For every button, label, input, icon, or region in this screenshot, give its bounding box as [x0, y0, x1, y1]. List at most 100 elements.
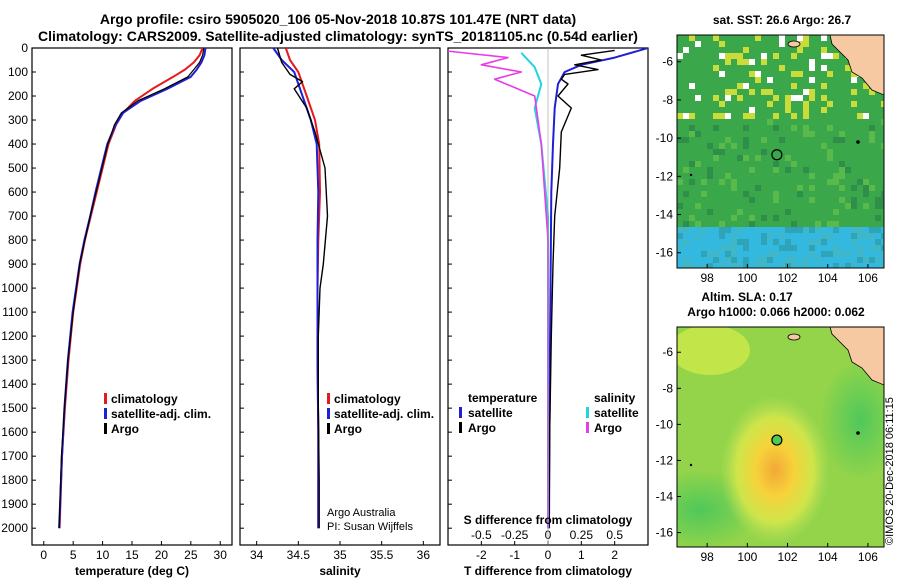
map-x-tick-label: 102: [778, 550, 798, 564]
sst-cell: [857, 179, 863, 185]
sst-cell: [791, 161, 797, 167]
sst-cell: [863, 227, 869, 233]
sst-cell: [755, 233, 761, 239]
salinity-legend: climatology satellite-adj. clim. Argo: [327, 392, 434, 436]
depth-tick-label: 800: [8, 233, 28, 247]
sst-cell: [797, 95, 803, 101]
sst-cell: [863, 263, 869, 268]
sst-cell: [707, 173, 713, 179]
sst-cell: [737, 95, 743, 101]
temperature-xlabel: temperature (deg C): [75, 564, 189, 578]
sst-cell: [875, 263, 881, 268]
depth-tick-label: 1600: [1, 425, 28, 439]
sst-cell: [749, 215, 755, 221]
sst-cell: [809, 197, 815, 203]
depth-tick-label: 600: [8, 185, 28, 199]
x-tick-label: 10: [96, 548, 110, 562]
sst-cell: [803, 245, 809, 251]
x-tick-label: 36: [417, 548, 431, 562]
sst-cell: [869, 251, 875, 257]
sst-cell: [743, 59, 749, 65]
sst-cell: [839, 239, 845, 245]
sst-cell: [719, 149, 725, 155]
sst-cell: [833, 137, 839, 143]
sst-cell: [791, 221, 797, 227]
sst-cell: [779, 245, 785, 251]
sst-cell: [773, 233, 779, 239]
sst-cell: [695, 95, 701, 101]
sst-cell: [701, 245, 707, 251]
x-tick-label: 2: [611, 548, 618, 562]
sst-cell: [767, 101, 773, 107]
sst-cell: [803, 89, 809, 95]
sst-cell: [761, 233, 767, 239]
sst-cell: [713, 35, 719, 41]
legend-label: climatology: [334, 392, 401, 406]
sst-cell: [761, 149, 767, 155]
sst-cell: [731, 143, 737, 149]
sst-cell: [839, 131, 845, 137]
sst-cell: [761, 227, 767, 233]
sst-cell: [863, 233, 869, 239]
sst-cell: [785, 239, 791, 245]
sst-cell: [869, 137, 875, 143]
sst-cell: [737, 83, 743, 89]
sst-cell: [731, 239, 737, 245]
sst-cell: [707, 227, 713, 233]
sst-cell: [821, 227, 827, 233]
sst-cell: [695, 203, 701, 209]
sst-cell: [821, 233, 827, 239]
title-line-1: Argo profile: csiro 5905020_106 05-Nov-2…: [100, 11, 576, 27]
sst-cell: [695, 221, 701, 227]
sst-cell: [695, 251, 701, 257]
sst-cell: [857, 257, 863, 263]
sst-cell: [815, 239, 821, 245]
sst-cell: [683, 239, 689, 245]
sst-cell: [827, 149, 833, 155]
sst-cell: [839, 185, 845, 191]
sst-cell: [701, 227, 707, 233]
sst-cell: [875, 227, 881, 233]
sst-cell: [833, 245, 839, 251]
sst-cell: [767, 77, 773, 83]
sst-cell: [725, 257, 731, 263]
sst-cell: [839, 245, 845, 251]
map-x-tick-label: 106: [858, 271, 878, 285]
sst-cell: [881, 257, 884, 263]
sst-cell: [803, 263, 809, 268]
depth-tick-label: 700: [8, 209, 28, 223]
sst-cell: [821, 251, 827, 257]
sst-cell: [749, 59, 755, 65]
sst-cell: [821, 53, 827, 59]
sst-cell: [779, 233, 785, 239]
sst-cell: [839, 173, 845, 179]
legend-title: salinity: [594, 391, 636, 405]
sst-cell: [767, 263, 773, 268]
sst-cell: [803, 251, 809, 257]
sst-cell: [677, 53, 683, 59]
sst-cell: [731, 185, 737, 191]
sst-cell: [737, 257, 743, 263]
map-y-tick-label: -16: [656, 246, 674, 260]
sst-cell: [833, 53, 839, 59]
sst-cell: [743, 137, 749, 143]
sst-cell: [755, 227, 761, 233]
sst-cell: [869, 89, 875, 95]
sst-field-cells: [677, 35, 884, 268]
sst-cell: [791, 113, 797, 119]
s-diff-tick-label: -0.5: [471, 528, 492, 542]
sst-cell: [785, 95, 791, 101]
sst-cell: [761, 251, 767, 257]
sst-cell: [731, 233, 737, 239]
sst-cell: [881, 233, 884, 239]
s-diff-tick-label: -0.25: [501, 528, 529, 542]
sst-cell: [731, 251, 737, 257]
legend-swatch-climatology: [327, 393, 330, 404]
sst-cell: [719, 41, 725, 47]
sst-map: sat. SST: 26.6 Argo: 26.7 98 100 102 104 106…: [656, 13, 885, 285]
sst-cell: [737, 251, 743, 257]
legend-label: Argo: [111, 422, 139, 436]
sst-cell: [833, 263, 839, 268]
sst-cell: [707, 167, 713, 173]
map-y-tick-label: -12: [656, 453, 674, 467]
